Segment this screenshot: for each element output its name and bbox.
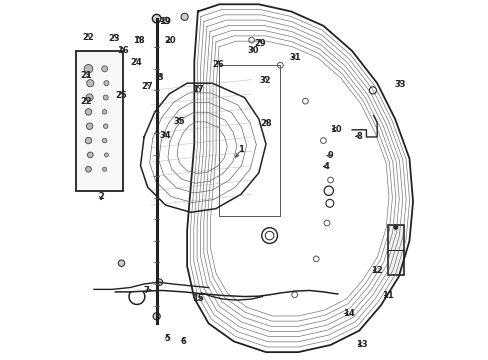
- Text: 2: 2: [98, 192, 104, 201]
- Circle shape: [102, 138, 107, 143]
- Text: 9: 9: [327, 151, 333, 160]
- Text: 11: 11: [381, 291, 393, 300]
- Text: 19: 19: [159, 17, 170, 26]
- Circle shape: [153, 313, 160, 320]
- Circle shape: [163, 17, 169, 24]
- Circle shape: [156, 279, 163, 285]
- Text: 18: 18: [133, 36, 144, 45]
- Circle shape: [87, 152, 93, 158]
- Text: 4: 4: [324, 162, 329, 171]
- Text: 35: 35: [173, 117, 184, 126]
- Text: 22: 22: [82, 33, 94, 42]
- Circle shape: [103, 95, 108, 100]
- Bar: [387, 225, 403, 275]
- Circle shape: [85, 166, 91, 172]
- Text: 17: 17: [192, 85, 203, 94]
- Text: 8: 8: [356, 132, 362, 141]
- Text: 3: 3: [157, 73, 163, 82]
- Text: 7: 7: [142, 285, 148, 294]
- Text: 32: 32: [259, 76, 270, 85]
- Text: 29: 29: [254, 39, 265, 48]
- Text: 22: 22: [80, 97, 92, 106]
- Circle shape: [86, 80, 94, 87]
- Text: 34: 34: [159, 131, 170, 140]
- Circle shape: [102, 109, 107, 114]
- Text: 20: 20: [164, 36, 176, 45]
- Circle shape: [102, 167, 106, 171]
- Text: 12: 12: [370, 266, 382, 275]
- Text: 33: 33: [393, 80, 405, 89]
- Text: 23: 23: [109, 34, 120, 43]
- Text: 30: 30: [246, 46, 258, 55]
- Text: 28: 28: [260, 119, 271, 128]
- Text: 15: 15: [192, 294, 203, 303]
- Text: 26: 26: [212, 60, 224, 69]
- Text: 5: 5: [164, 334, 170, 343]
- Circle shape: [103, 124, 108, 129]
- Text: 16: 16: [117, 46, 128, 55]
- Circle shape: [85, 109, 92, 115]
- Circle shape: [181, 13, 188, 21]
- Text: 14: 14: [342, 309, 354, 318]
- Circle shape: [84, 64, 93, 73]
- Circle shape: [118, 260, 124, 266]
- Text: 13: 13: [356, 340, 367, 349]
- Circle shape: [104, 81, 109, 86]
- Circle shape: [392, 225, 398, 230]
- Circle shape: [152, 14, 161, 23]
- Text: 25: 25: [115, 90, 126, 99]
- Circle shape: [104, 153, 108, 157]
- Circle shape: [86, 94, 93, 101]
- Circle shape: [85, 137, 92, 144]
- Text: 24: 24: [130, 58, 142, 67]
- Circle shape: [86, 123, 93, 130]
- Text: 21: 21: [80, 71, 92, 80]
- Text: 1: 1: [238, 145, 244, 154]
- Circle shape: [102, 66, 107, 72]
- Bar: [76, 51, 122, 191]
- Text: 10: 10: [329, 125, 341, 134]
- Text: 6: 6: [180, 337, 186, 346]
- Text: 31: 31: [289, 53, 301, 62]
- Text: 27: 27: [141, 82, 152, 91]
